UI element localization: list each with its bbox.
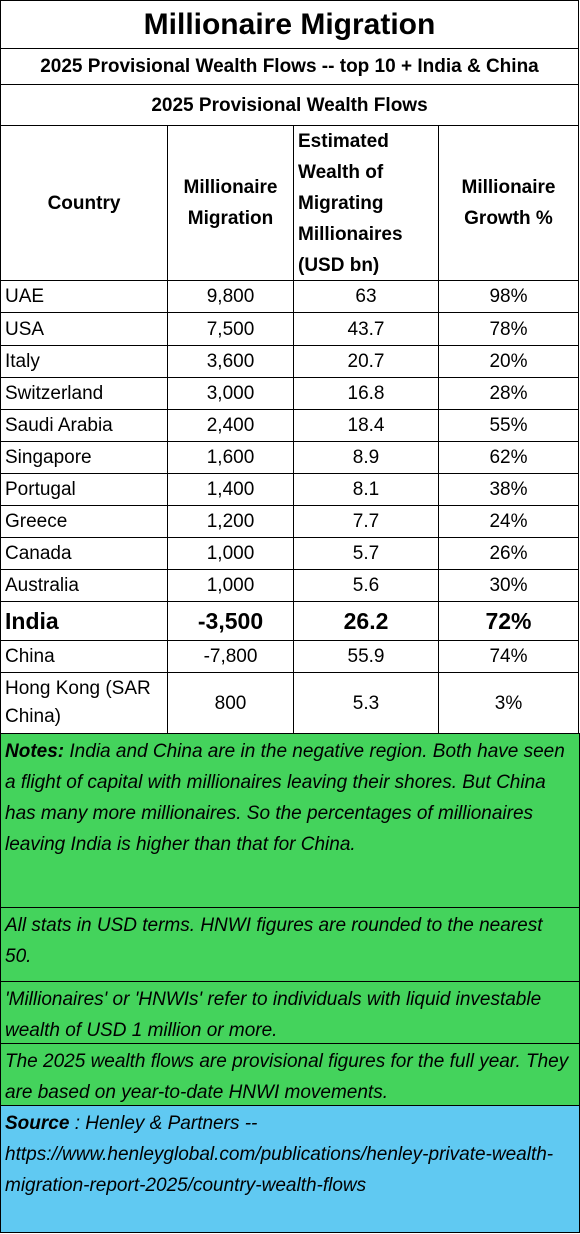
cell-value: 7.7 <box>293 505 439 538</box>
country: Singapore <box>0 441 168 474</box>
note-label: Notes: <box>5 741 65 762</box>
note: All stats in USD terms. HNWI figures are… <box>0 907 580 982</box>
column-header: Country <box>0 125 168 281</box>
source: Source : Henley & Partners -- https://ww… <box>0 1105 580 1233</box>
cell-value: 800 <box>167 672 294 734</box>
country: Hong Kong (SAR China) <box>0 672 168 734</box>
country: USA <box>0 312 168 346</box>
cell-value: 7,500 <box>167 312 294 346</box>
source-text: : Henley & Partners -- https://www.henle… <box>5 1113 554 1196</box>
country: India <box>0 601 168 641</box>
cell-value: 20.7 <box>293 345 439 378</box>
cell-value: 8.1 <box>293 473 439 506</box>
cell-value: 20% <box>438 345 579 378</box>
cell-value: -3,500 <box>167 601 294 641</box>
cell-value: 3,000 <box>167 377 294 410</box>
cell-value: 1,000 <box>167 569 294 602</box>
cell-value: 55% <box>438 409 579 442</box>
cell-value: 5.7 <box>293 537 439 570</box>
note-text: India and China are in the negative regi… <box>5 741 565 855</box>
country: UAE <box>0 280 168 313</box>
cell-value: 3,600 <box>167 345 294 378</box>
cell-value: 1,200 <box>167 505 294 538</box>
cell-value: 38% <box>438 473 579 506</box>
cell-value: 63 <box>293 280 439 313</box>
cell-value: -7,800 <box>167 640 294 673</box>
country: Switzerland <box>0 377 168 410</box>
cell-value: 98% <box>438 280 579 313</box>
title: Millionaire Migration <box>0 0 579 49</box>
country: Saudi Arabia <box>0 409 168 442</box>
note: The 2025 wealth flows are provisional fi… <box>0 1043 580 1106</box>
cell-value: 16.8 <box>293 377 439 410</box>
note: 'Millionaires' or 'HNWIs' refer to indiv… <box>0 981 580 1044</box>
cell-value: 30% <box>438 569 579 602</box>
subtitle: 2025 Provisional Wealth Flows -- top 10 … <box>0 48 579 85</box>
cell-value: 1,400 <box>167 473 294 506</box>
cell-value: 78% <box>438 312 579 346</box>
country: Portugal <box>0 473 168 506</box>
column-header: Estimated Wealth of Migrating Millionair… <box>293 125 439 281</box>
cell-value: 3% <box>438 672 579 734</box>
note-text: 'Millionaires' or 'HNWIs' refer to indiv… <box>5 989 542 1041</box>
table-caption: 2025 Provisional Wealth Flows <box>0 84 579 126</box>
cell-value: 62% <box>438 441 579 474</box>
source-label: Source <box>5 1113 70 1134</box>
country: Australia <box>0 569 168 602</box>
cell-value: 5.6 <box>293 569 439 602</box>
country: Italy <box>0 345 168 378</box>
cell-value: 74% <box>438 640 579 673</box>
column-header: Millionaire Migration <box>167 125 294 281</box>
cell-value: 2,400 <box>167 409 294 442</box>
cell-value: 5.3 <box>293 672 439 734</box>
cell-value: 1,000 <box>167 537 294 570</box>
cell-value: 28% <box>438 377 579 410</box>
country: Greece <box>0 505 168 538</box>
country: Canada <box>0 537 168 570</box>
cell-value: 24% <box>438 505 579 538</box>
cell-value: 8.9 <box>293 441 439 474</box>
note-text: The 2025 wealth flows are provisional fi… <box>5 1051 569 1103</box>
column-header: Millionaire Growth % <box>438 125 579 281</box>
cell-value: 18.4 <box>293 409 439 442</box>
cell-value: 43.7 <box>293 312 439 346</box>
cell-value: 9,800 <box>167 280 294 313</box>
cell-value: 55.9 <box>293 640 439 673</box>
note: Notes: India and China are in the negati… <box>0 733 580 908</box>
cell-value: 72% <box>438 601 579 641</box>
cell-value: 26.2 <box>293 601 439 641</box>
cell-value: 26% <box>438 537 579 570</box>
country: China <box>0 640 168 673</box>
note-text: All stats in USD terms. HNWI figures are… <box>5 915 543 967</box>
cell-value: 1,600 <box>167 441 294 474</box>
